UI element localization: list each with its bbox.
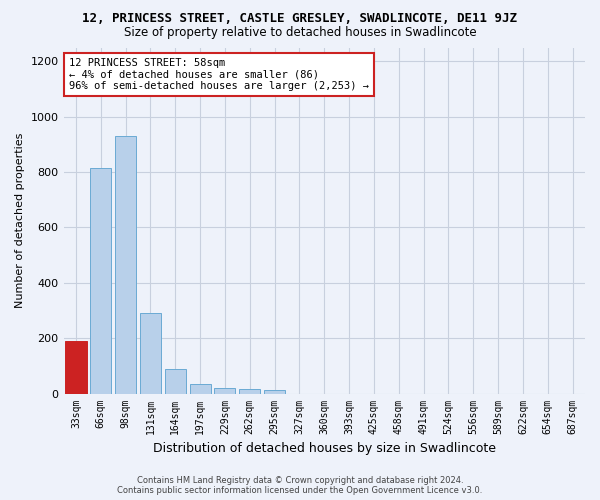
Bar	[264, 390, 285, 394]
Y-axis label: Number of detached properties: Number of detached properties	[15, 133, 25, 308]
Bar	[165, 368, 186, 394]
Text: Size of property relative to detached houses in Swadlincote: Size of property relative to detached ho…	[124, 26, 476, 39]
Bar	[65, 341, 86, 394]
Bar	[115, 136, 136, 394]
Text: Contains HM Land Registry data © Crown copyright and database right 2024.
Contai: Contains HM Land Registry data © Crown c…	[118, 476, 482, 495]
X-axis label: Distribution of detached houses by size in Swadlincote: Distribution of detached houses by size …	[153, 442, 496, 455]
Bar	[140, 314, 161, 394]
Bar	[214, 388, 235, 394]
Text: 12, PRINCESS STREET, CASTLE GRESLEY, SWADLINCOTE, DE11 9JZ: 12, PRINCESS STREET, CASTLE GRESLEY, SWA…	[83, 12, 517, 26]
Bar	[90, 168, 112, 394]
Bar	[239, 390, 260, 394]
Text: 12 PRINCESS STREET: 58sqm
← 4% of detached houses are smaller (86)
96% of semi-d: 12 PRINCESS STREET: 58sqm ← 4% of detach…	[69, 58, 369, 91]
Bar	[190, 384, 211, 394]
